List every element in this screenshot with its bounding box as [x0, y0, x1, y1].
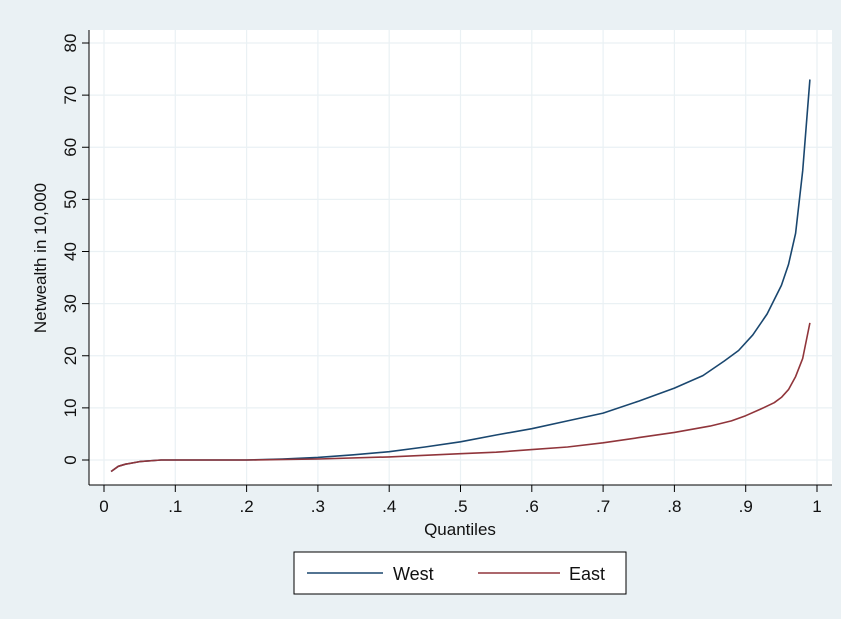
x-axis-title: Quantiles [424, 520, 496, 539]
x-tick-label: .3 [311, 497, 325, 516]
y-axis-title: Netwealth in 10,000 [31, 183, 50, 333]
x-tick-label: .9 [739, 497, 753, 516]
series-line-east [110, 322, 811, 473]
x-tick-label: .1 [168, 497, 182, 516]
y-tick-label: 20 [61, 346, 80, 365]
series-lines [110, 79, 811, 473]
y-tick-label: 50 [61, 190, 80, 209]
legend-label-west: West [393, 564, 434, 584]
x-tick-label: .8 [667, 497, 681, 516]
x-tick-label: .6 [525, 497, 539, 516]
x-tick-label: .2 [240, 497, 254, 516]
y-tick-label: 80 [61, 34, 80, 53]
y-tick-label: 0 [61, 455, 80, 464]
y-tick-label: 40 [61, 242, 80, 261]
x-tick-label: 1 [812, 497, 821, 516]
y-tick-label: 70 [61, 86, 80, 105]
y-tick-label: 10 [61, 398, 80, 417]
x-tick-label: .7 [596, 497, 610, 516]
x-tick-label: .4 [382, 497, 396, 516]
y-tick-label: 60 [61, 138, 80, 157]
gridlines [89, 30, 832, 485]
legend: West East [293, 551, 627, 595]
legend-label-east: East [569, 564, 605, 584]
x-tick-label: .5 [453, 497, 467, 516]
x-tick-label: 0 [99, 497, 108, 516]
axes: 0 10 20 30 40 50 60 70 80 0 .1 .2 .3 .4 .5 .6 .7 .8 .9 1 [61, 30, 832, 516]
y-tick-label: 30 [61, 294, 80, 313]
